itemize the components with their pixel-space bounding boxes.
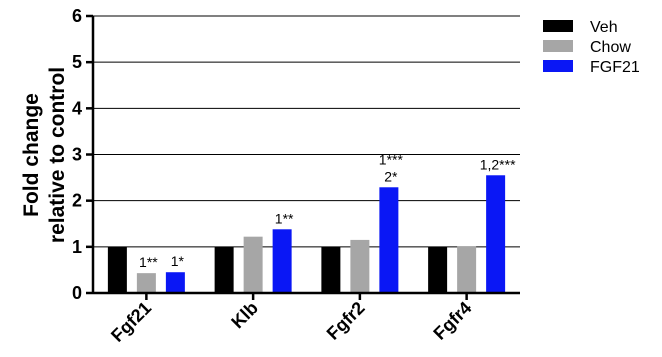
significance-label: 1* [171,253,185,269]
bar-fgf21-klb [272,229,292,293]
y-tick-label: 5 [72,52,82,72]
bar-fgf21-fgfr2 [379,187,399,293]
bar-chow-klb [243,236,263,293]
y-tick-label: 1 [72,237,82,257]
x-category-label: Fgfr4 [429,298,475,344]
bar-chow-fgfr2 [350,239,370,293]
y-tick-label: 4 [72,98,82,118]
y-tick-label: 3 [72,145,82,165]
y-tick-label: 0 [72,283,82,303]
bar-veh-klb [214,246,234,293]
legend-swatch-fgf21 [543,60,573,72]
x-category-label: Fgf21 [107,298,155,346]
legend-swatch-veh [543,20,573,32]
significance-label: 1,2*** [480,156,516,172]
x-category-label: Klb [227,298,262,333]
legend-label: Veh [590,19,618,36]
x-category-label: Fgfr2 [323,298,369,344]
y-ticks: 0 1 2 3 4 5 6 [72,6,93,303]
legend: Veh Chow FGF21 [543,19,640,76]
bar-veh-fgfr2 [321,246,341,293]
y-axis-title-line: Fold change [20,93,43,217]
significance-label: 2* [384,168,398,184]
y-axis-title: Fold change relative to control [20,67,69,243]
legend-label: Chow [590,39,631,56]
y-tick-label: 2 [72,191,82,211]
bar-chow-fgfr4 [457,246,477,293]
y-tick-label: 6 [72,6,82,26]
gridlines [93,15,520,248]
significance-label: 1** [139,254,158,270]
legend-swatch-chow [543,40,573,52]
bar-veh-fgf21 [107,246,127,293]
y-axis-title-line: relative to control [46,67,69,243]
bar-fgf21-fgfr4 [486,175,506,293]
significance-label: 1*** [379,151,404,167]
legend-label: FGF21 [590,59,640,76]
x-categories: Fgf21 Klb Fgfr2 Fgfr4 [107,293,475,346]
bars [107,175,506,293]
bar-fgf21-fgf21 [165,272,185,293]
bar-chow-fgf21 [136,273,156,293]
annotations: 1** 1* 1** 1***2* 1,2*** [139,151,516,270]
bar-veh-fgfr4 [428,246,448,293]
significance-label: 1** [275,210,294,226]
